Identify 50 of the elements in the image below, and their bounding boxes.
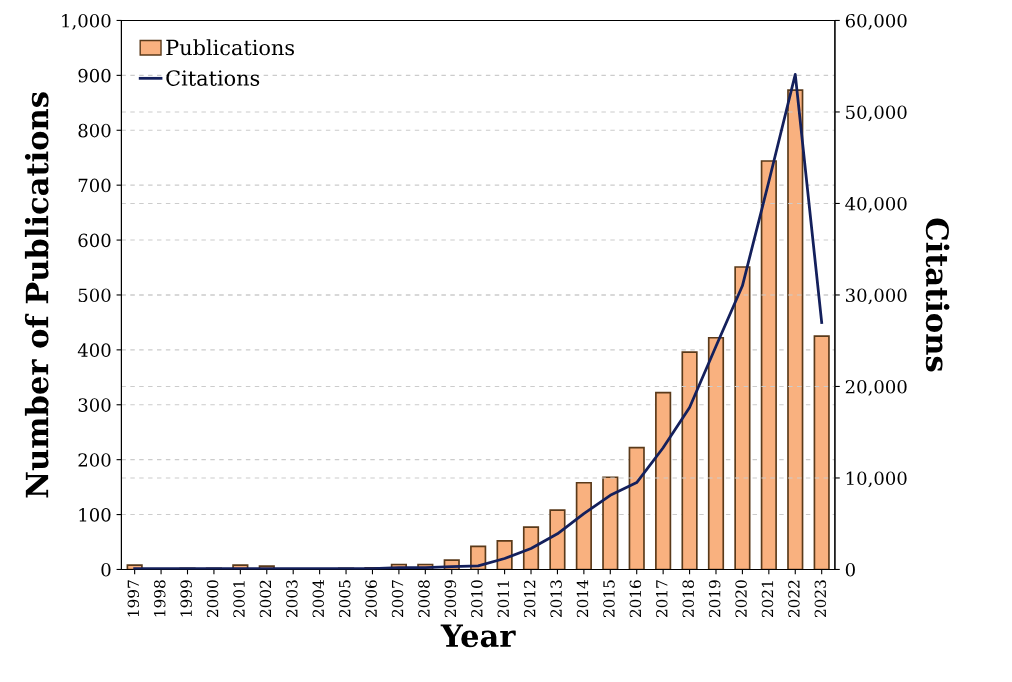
legend-label: Publications [166,39,294,56]
x-tick-label: 1997 [127,580,140,617]
y-tick-label: 900 [78,68,111,83]
x-tick-label: 2015 [603,580,615,618]
y-tick-label: 1,000 [62,13,111,30]
x-tick-label: 2021 [761,581,774,618]
x-tick-label: 2000 [206,580,219,618]
y-tick-label: 700 [78,178,111,193]
y-tick-label: 800 [78,123,111,138]
x-tick-label: 1998 [153,580,166,617]
x-tick-label: 2008 [418,580,430,618]
x-tick-label: 2007 [391,580,404,618]
y2-axis-title: Citations [925,218,950,372]
x-axis-title: Year [440,624,516,648]
y2-tick-label: 30,000 [846,288,907,305]
y-tick-label: 600 [78,233,111,248]
x-tick-label: 2006 [365,580,377,618]
x-tick-label: 1999 [180,580,192,617]
x-tick-label: 2001 [233,581,245,618]
y-tick-label: 200 [78,453,111,467]
x-tick-label: 2004 [312,579,325,618]
x-tick-label: 2002 [259,580,272,618]
x-tick-label: 2020 [735,580,747,618]
y2-tick-label: 50,000 [846,105,907,122]
y-tick-label: 100 [79,508,111,522]
x-tick-label: 2017 [656,580,668,618]
y2-tick-label: 40,000 [845,196,907,213]
y-tick-label: 400 [77,343,111,357]
x-tick-label: 2014 [576,579,589,618]
y2-tick-label: 0 [845,562,855,577]
legend-label: Citations [166,70,260,86]
x-tick-label: 2012 [523,580,536,618]
x-tick-label: 2005 [338,580,351,618]
x-tick-label: 2011 [497,581,510,618]
x-tick-label: 2003 [286,580,298,618]
x-tick-label: 2019 [708,580,721,618]
x-tick-label: 2009 [444,580,457,618]
x-tick-label: 2016 [629,580,642,618]
y-tick-label: 500 [78,288,111,303]
y-axis-title: Number of Publications [24,92,49,498]
x-tick-label: 2010 [471,580,483,618]
y-tick-label: 0 [101,562,111,577]
y2-tick-label: 60,000 [845,13,907,30]
x-tick-label: 2022 [788,580,800,618]
x-tick-label: 2013 [550,580,562,618]
y-tick-label: 300 [78,398,111,412]
y2-tick-label: 10,000 [846,471,907,488]
y2-tick-label: 20,000 [845,379,907,396]
x-tick-label: 2023 [814,580,827,618]
x-tick-label: 2018 [682,580,694,618]
